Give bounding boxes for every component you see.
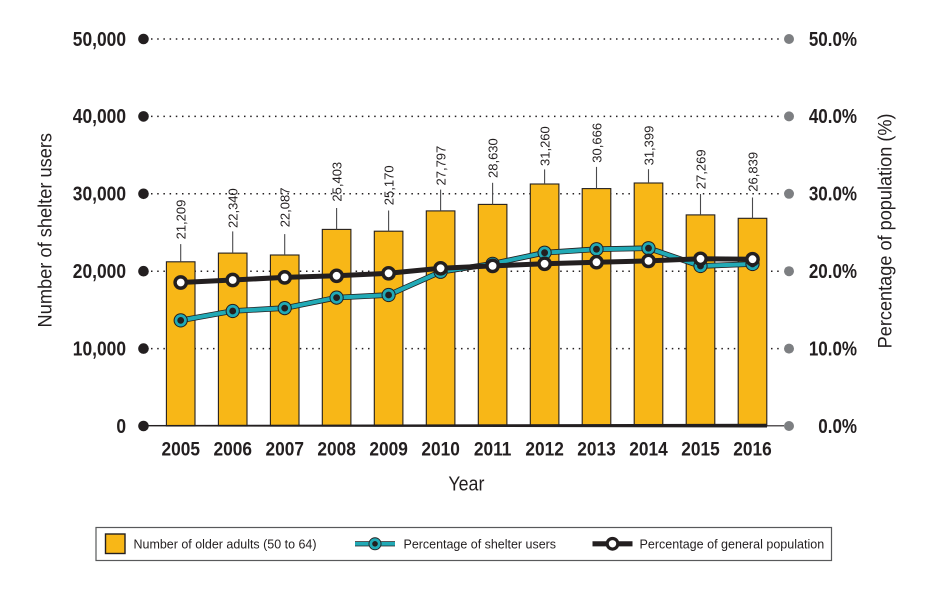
svg-text:50.0%: 50.0% xyxy=(809,27,857,50)
svg-text:2016: 2016 xyxy=(733,439,771,460)
svg-text:2009: 2009 xyxy=(369,439,407,460)
svg-text:30.0%: 30.0% xyxy=(809,182,857,205)
svg-text:50,000: 50,000 xyxy=(73,28,126,50)
svg-text:Percentage of population (%): Percentage of population (%) xyxy=(874,113,895,348)
svg-text:28,630: 28,630 xyxy=(485,138,500,178)
svg-text:2013: 2013 xyxy=(577,439,615,460)
svg-text:30,666: 30,666 xyxy=(589,123,604,163)
svg-text:10,000: 10,000 xyxy=(73,337,126,359)
svg-text:2005: 2005 xyxy=(161,439,199,460)
svg-text:27,797: 27,797 xyxy=(433,146,448,186)
svg-text:21,209: 21,209 xyxy=(174,200,189,240)
svg-text:Number of shelter users: Number of shelter users xyxy=(34,133,55,328)
svg-text:22,087: 22,087 xyxy=(278,188,293,228)
svg-text:2010: 2010 xyxy=(421,439,459,460)
svg-text:40.0%: 40.0% xyxy=(809,105,857,128)
svg-text:30,000: 30,000 xyxy=(73,182,126,204)
svg-text:Percentage of general populati: Percentage of general population xyxy=(640,536,825,551)
svg-text:Percentage of shelter users: Percentage of shelter users xyxy=(404,536,557,551)
svg-text:20.0%: 20.0% xyxy=(809,260,857,283)
svg-text:31,260: 31,260 xyxy=(537,126,552,166)
svg-text:10.0%: 10.0% xyxy=(809,337,857,360)
svg-text:40,000: 40,000 xyxy=(73,105,126,127)
svg-text:25,403: 25,403 xyxy=(329,162,344,202)
svg-text:31,399: 31,399 xyxy=(641,126,656,166)
svg-text:2008: 2008 xyxy=(317,439,355,460)
svg-text:Number of older adults (50 to: Number of older adults (50 to 64) xyxy=(134,536,317,551)
svg-text:2011: 2011 xyxy=(474,439,511,460)
svg-text:27,269: 27,269 xyxy=(693,149,708,189)
svg-text:2012: 2012 xyxy=(525,439,563,460)
svg-text:2015: 2015 xyxy=(681,439,719,460)
svg-text:20,000: 20,000 xyxy=(73,260,126,282)
svg-text:0: 0 xyxy=(116,415,126,437)
svg-text:Year: Year xyxy=(448,474,484,496)
svg-text:2006: 2006 xyxy=(213,439,251,460)
svg-text:25,170: 25,170 xyxy=(381,165,396,205)
svg-text:2007: 2007 xyxy=(265,439,303,460)
svg-text:22,340: 22,340 xyxy=(226,188,241,228)
svg-text:2014: 2014 xyxy=(629,439,667,460)
svg-text:0.0%: 0.0% xyxy=(818,414,857,437)
svg-text:26,839: 26,839 xyxy=(745,152,760,192)
